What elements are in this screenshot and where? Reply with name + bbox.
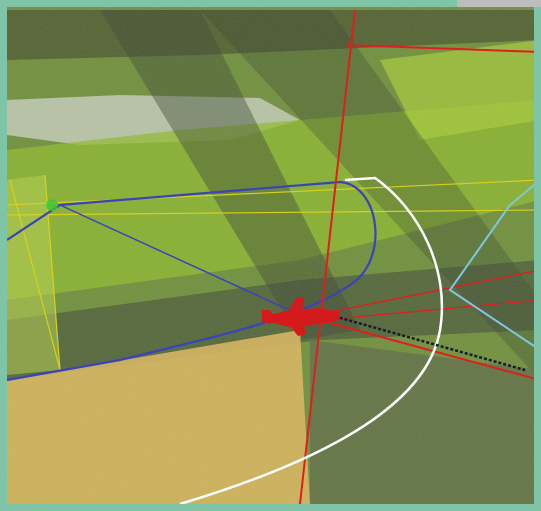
green-waypoint[interactable] (46, 199, 58, 211)
red-grid-lines (299, 9, 534, 504)
dark-dashed-trail (329, 313, 526, 372)
blue-boundary-path (7, 180, 377, 382)
white-curve-path (179, 176, 444, 504)
blue-radial-line (59, 204, 301, 316)
corner-tab (457, 0, 541, 7)
airplane-icon[interactable] (262, 298, 340, 336)
terrain-texture (7, 7, 534, 504)
cyan-boundary-path (448, 183, 534, 348)
